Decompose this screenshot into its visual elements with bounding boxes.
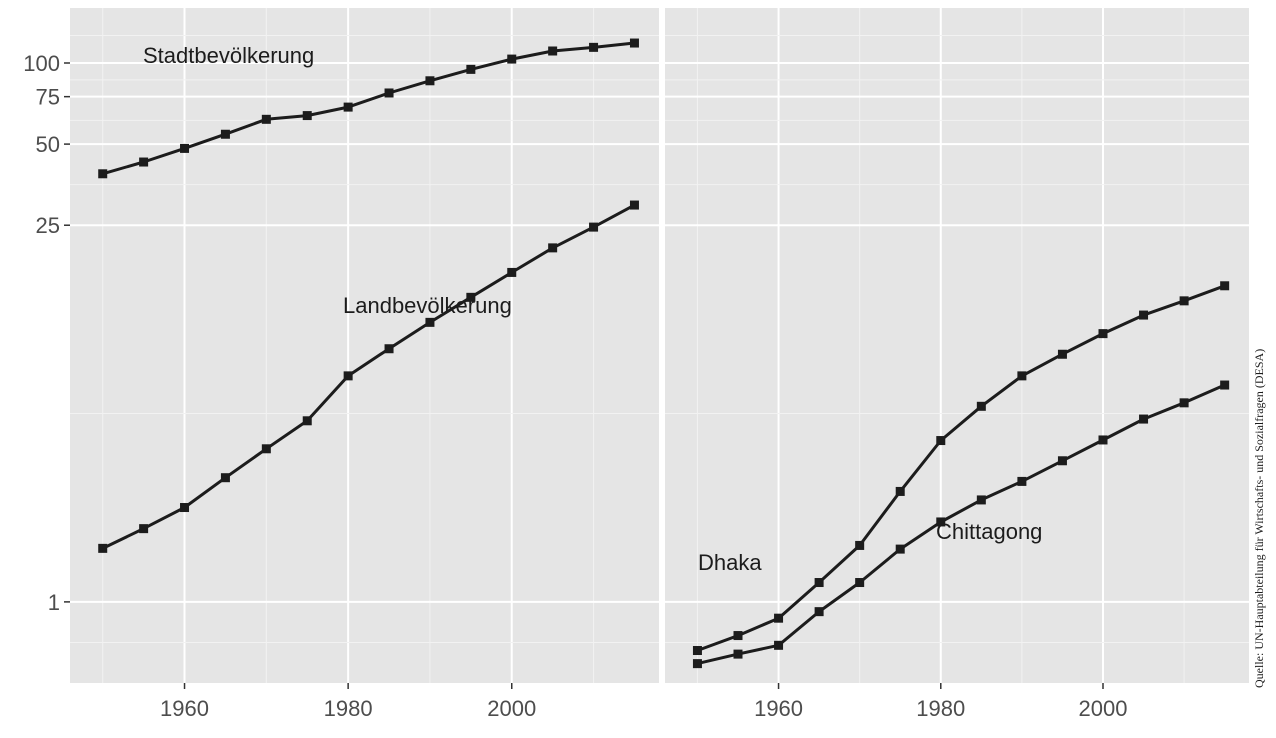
data-point xyxy=(855,578,865,588)
panel-dhaka-chittagong: 1960 1980 2000 Dhaka Chittagong xyxy=(665,8,1249,721)
data-point xyxy=(1057,349,1067,359)
data-point xyxy=(507,267,517,277)
data-point xyxy=(302,416,312,426)
y-tick-label: 1 xyxy=(48,590,60,615)
data-point xyxy=(220,473,230,483)
data-point xyxy=(774,613,784,623)
data-point xyxy=(1057,456,1067,466)
data-point xyxy=(1017,476,1027,486)
data-point xyxy=(976,401,986,411)
y-tick-label: 75 xyxy=(36,85,60,110)
data-point xyxy=(1179,296,1189,306)
data-point xyxy=(548,243,558,253)
x-tick-label: 2000 xyxy=(487,696,536,721)
data-point xyxy=(1017,371,1027,381)
x-tick-label: 1980 xyxy=(324,696,373,721)
data-point xyxy=(629,200,639,210)
data-point xyxy=(976,495,986,505)
series-label: Landbevölkerung xyxy=(343,293,512,318)
data-point xyxy=(466,292,476,302)
data-point xyxy=(261,444,271,454)
data-point xyxy=(733,649,743,659)
data-point xyxy=(814,578,824,588)
data-point xyxy=(774,640,784,650)
series-line xyxy=(102,41,635,176)
series-line xyxy=(696,284,1226,652)
data-point xyxy=(1098,329,1108,339)
data-point xyxy=(180,503,190,513)
data-point xyxy=(139,524,149,534)
panel-background xyxy=(70,8,659,683)
y-axis: 1 25 50 75 100 xyxy=(23,51,70,615)
series-label: Dhaka xyxy=(698,550,762,575)
source-note: Quelle: UN-Hauptabteilung für Wirtschaft… xyxy=(1252,349,1266,688)
data-point xyxy=(1139,310,1149,320)
data-point xyxy=(1098,435,1108,445)
data-point xyxy=(814,607,824,617)
data-point xyxy=(343,102,353,112)
data-point xyxy=(302,111,312,121)
data-point xyxy=(733,631,743,641)
data-point xyxy=(1179,398,1189,408)
panel-urban-rural: 1960 1980 2000 Stadtbevölkerung Landbevölker… xyxy=(70,8,659,721)
series-line xyxy=(697,383,1226,666)
data-point xyxy=(548,46,558,56)
data-point xyxy=(895,544,905,554)
data-point xyxy=(425,317,435,327)
data-point xyxy=(180,143,190,153)
y-tick-label: 25 xyxy=(36,213,60,238)
data-point xyxy=(936,517,946,527)
y-tick-label: 100 xyxy=(23,51,60,76)
data-point xyxy=(466,64,476,74)
data-point xyxy=(343,371,353,381)
data-point xyxy=(589,42,599,52)
data-point xyxy=(692,646,702,656)
x-tick-label: 2000 xyxy=(1079,696,1128,721)
data-point xyxy=(384,88,394,98)
series-label: Stadtbevölkerung xyxy=(143,43,314,68)
x-tick-label: 1980 xyxy=(916,696,965,721)
data-point xyxy=(1139,414,1149,424)
data-point xyxy=(589,222,599,232)
series-label: Chittagong xyxy=(936,519,1042,544)
data-point xyxy=(936,436,946,446)
data-point xyxy=(855,540,865,550)
y-tick-label: 50 xyxy=(36,132,60,157)
data-point xyxy=(98,169,108,179)
data-point xyxy=(895,486,905,496)
data-point xyxy=(507,54,517,64)
data-point xyxy=(1220,281,1230,291)
x-tick-label: 1960 xyxy=(754,696,803,721)
data-point xyxy=(1220,380,1230,390)
data-point xyxy=(139,157,149,167)
data-point xyxy=(629,38,639,48)
x-tick-label: 1960 xyxy=(160,696,209,721)
data-point xyxy=(384,344,394,354)
data-point xyxy=(98,543,108,553)
data-point xyxy=(220,129,230,139)
series-line xyxy=(102,203,636,550)
data-point xyxy=(261,114,271,124)
data-point xyxy=(425,76,435,86)
panel-background xyxy=(665,8,1249,683)
data-point xyxy=(692,659,702,669)
